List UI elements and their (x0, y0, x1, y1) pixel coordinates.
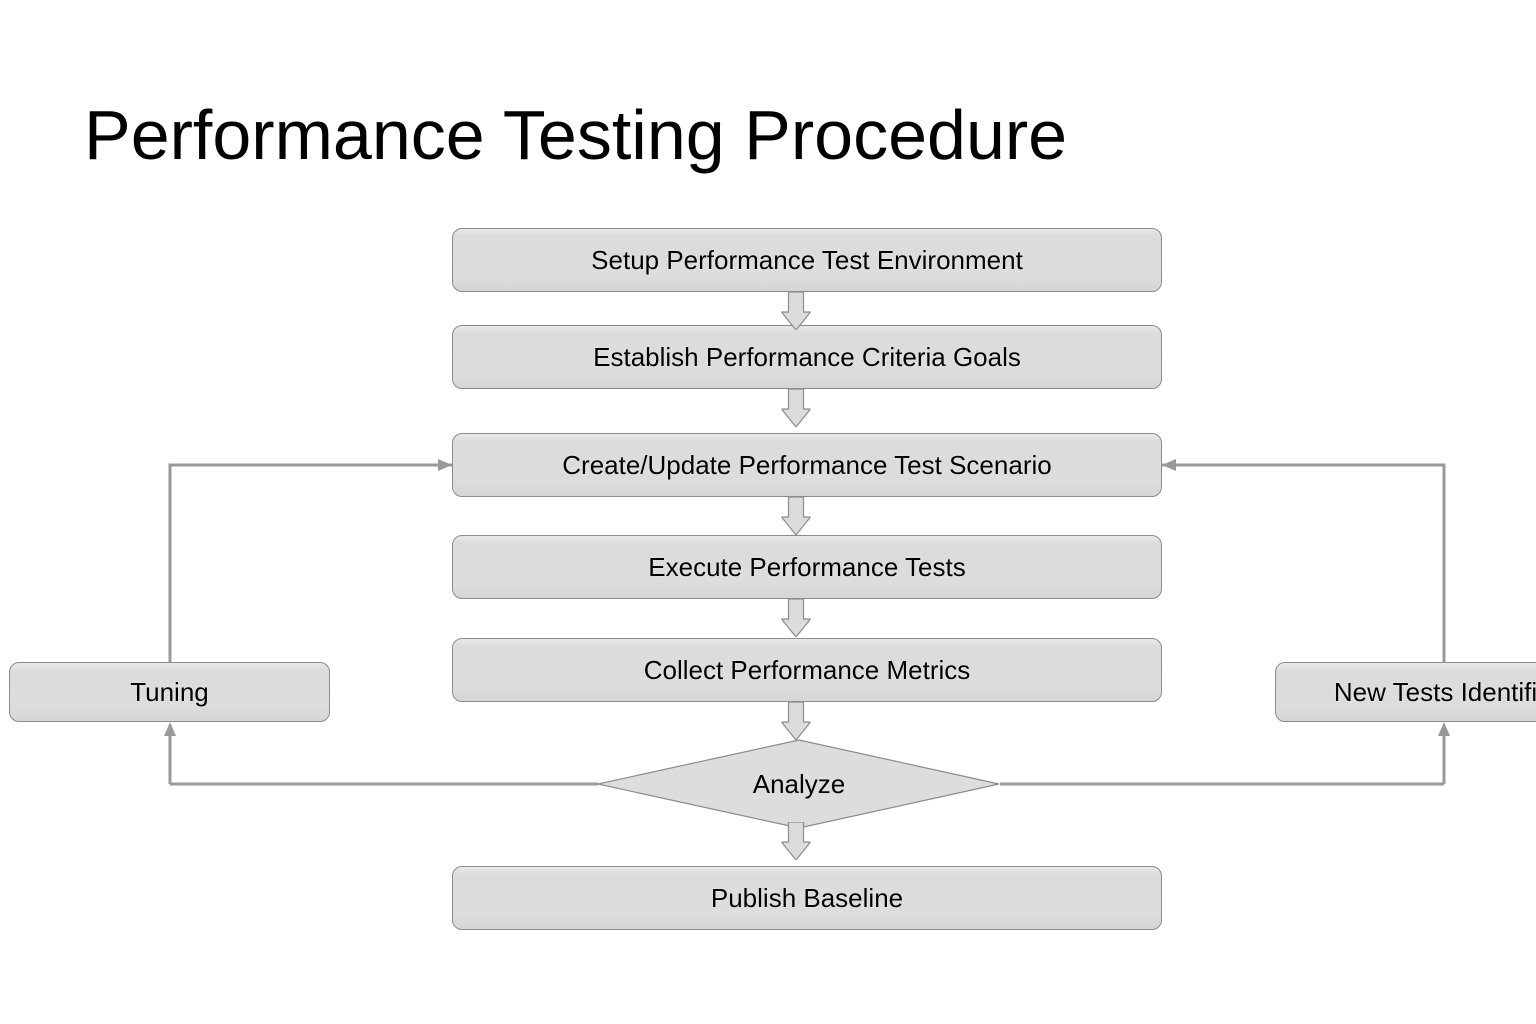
svg-text:Analyze: Analyze (753, 769, 846, 799)
